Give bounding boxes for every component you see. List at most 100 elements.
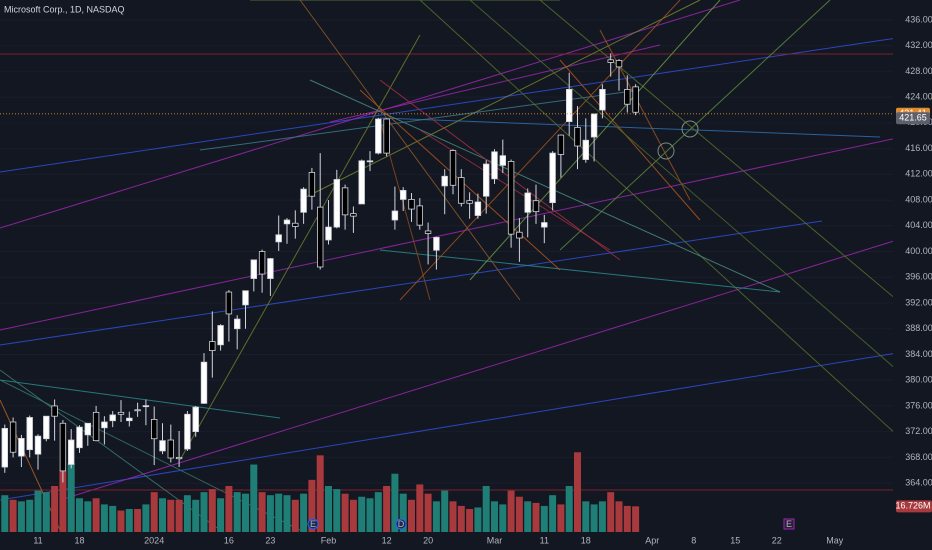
trend-line (539, 0, 893, 298)
candle-body (51, 405, 58, 417)
volume-bar (34, 490, 42, 532)
trend-line (0, 369, 221, 531)
y-tick-label: 376.00 (905, 400, 932, 410)
volume-bar (233, 492, 241, 532)
volume-bar (42, 492, 50, 532)
candle-body (582, 139, 589, 160)
candle-body (482, 163, 490, 197)
volume-bar (499, 504, 507, 532)
volume-bar (192, 499, 200, 532)
candle-body (566, 89, 573, 122)
candle-body (607, 59, 614, 63)
volume-bar (565, 486, 573, 532)
volume-bar (283, 495, 291, 532)
volume-bar (325, 486, 332, 532)
trend-line (419, 129, 611, 251)
event-label: D (398, 519, 405, 529)
y-tick-label: 408.00 (905, 194, 932, 204)
volume-bar (424, 493, 432, 532)
y-tick-label: 400.00 (905, 246, 932, 256)
candle-body (175, 456, 183, 460)
candle-body (466, 200, 473, 204)
x-tick-label: 18 (74, 535, 84, 545)
candle-body (524, 192, 531, 213)
candle-body (507, 161, 515, 235)
volume-bar (532, 502, 540, 532)
volume-bar (399, 493, 407, 532)
candle-body (391, 210, 399, 221)
x-tick-label: Apr (645, 535, 659, 545)
shape-circle (681, 120, 699, 138)
x-tick-label: 20 (423, 535, 433, 545)
x-tick-label: 11 (540, 535, 549, 545)
volume-bar (125, 509, 133, 532)
volume-bar (524, 501, 532, 532)
candle-body (449, 150, 457, 186)
candle-body (375, 118, 382, 154)
volume-bar (391, 473, 399, 532)
candle-body (408, 199, 415, 210)
candle-body (192, 406, 199, 433)
trend-line (299, 0, 521, 301)
volume-bar (432, 501, 440, 532)
candle-body (109, 414, 116, 422)
volume-bar (17, 501, 25, 532)
candle-body (399, 190, 407, 200)
volume-bar (333, 489, 341, 532)
plot-area (0, 0, 893, 532)
event-marker (783, 518, 795, 530)
y-tick-label: 396.00 (905, 272, 932, 282)
candle-body (300, 188, 307, 213)
x-tick-label: 16 (224, 535, 234, 545)
price-label-box (896, 112, 930, 125)
x-tick-label: 23 (265, 535, 275, 545)
shape-circle (657, 142, 675, 160)
candle-body (458, 177, 465, 204)
candle-body (43, 415, 50, 440)
event-label: E (786, 519, 792, 529)
volume-bar (134, 509, 142, 532)
volume-label-box (896, 500, 932, 513)
candle-body (258, 251, 266, 275)
candle-body (350, 213, 357, 217)
trend-line (179, 34, 421, 461)
trend-line (379, 117, 881, 138)
volume-bar (449, 501, 457, 532)
volume-bar (482, 486, 490, 532)
volume-bar (507, 490, 515, 532)
candle-body (84, 422, 91, 436)
trend-line (559, 59, 701, 221)
candle-body (92, 411, 100, 442)
x-tick-label: May (826, 535, 844, 545)
x-tick-label: Feb (321, 535, 337, 545)
volume-bar (67, 463, 75, 532)
volume-bar (441, 490, 449, 532)
volume-bar (416, 484, 424, 532)
x-tick-label: 15 (730, 535, 740, 545)
candle-body (167, 439, 174, 459)
volume-bar (349, 499, 357, 532)
event-label: E (310, 519, 316, 529)
candle-body (292, 222, 299, 227)
candle-body (76, 426, 83, 449)
candle-body (491, 151, 498, 180)
y-tick-label: 364.00 (905, 477, 932, 487)
candle-body (358, 160, 365, 205)
candle-body (574, 126, 581, 147)
volume-bar (258, 492, 266, 532)
volume-bar (291, 499, 299, 532)
volume-bar (159, 498, 166, 532)
volume-bar (142, 504, 150, 532)
candle-body (217, 325, 224, 346)
candle-body (316, 206, 324, 268)
volume-bar (549, 495, 557, 532)
volume-label: 16.726M (895, 501, 930, 511)
chart-title: Microsoft Corp., 1D, NASDAQ (4, 4, 125, 14)
y-tick-label: 388.00 (905, 323, 932, 333)
trend-line (419, 0, 893, 433)
x-tick-label: 11 (33, 535, 42, 545)
candle-body (632, 86, 639, 113)
volume-bar (316, 455, 324, 532)
event-marker (307, 518, 319, 530)
